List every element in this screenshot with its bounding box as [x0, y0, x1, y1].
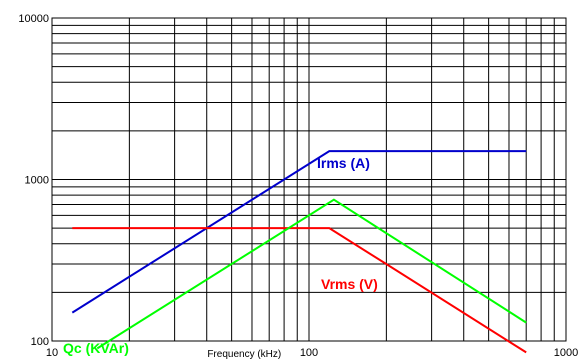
y-tick-label: 100	[31, 336, 49, 348]
x-axis-label: Frequency (kHz)	[207, 349, 281, 360]
plot-frame	[51, 17, 567, 342]
series-layer	[71, 150, 527, 354]
series-labels: Irms (A) Vrms (V) Qc (KVAr)	[63, 155, 378, 356]
series-label-2: Qc (KVAr)	[63, 340, 129, 356]
y-tick-label: 10000	[18, 13, 49, 25]
x-tick-label: 100	[300, 347, 318, 359]
series-label-1: Vrms (V)	[321, 276, 378, 292]
grid	[52, 18, 566, 341]
y-tick-label: 1000	[25, 175, 49, 187]
x-tick-label: 10	[46, 347, 58, 359]
series-line-0	[71, 150, 527, 314]
series-label-0: Irms (A)	[317, 155, 370, 171]
series-line-2	[96, 198, 527, 350]
x-tick-label: 1000	[554, 347, 578, 359]
series-line-1	[72, 227, 527, 354]
